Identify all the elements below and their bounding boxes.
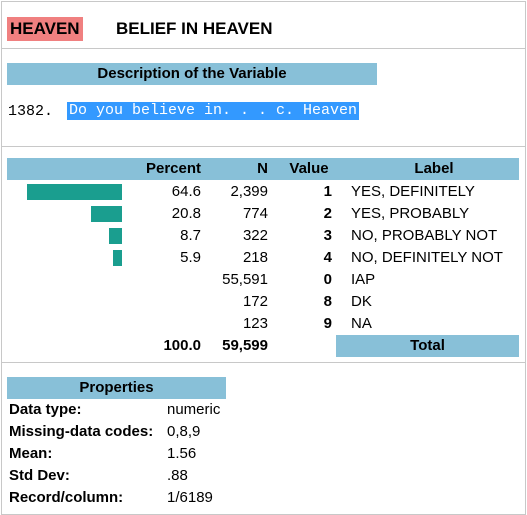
- n-cell: 218: [242, 249, 268, 266]
- divider: [1, 146, 526, 147]
- n-cell: 55,591: [222, 271, 268, 288]
- n-cell: 2,399: [230, 183, 268, 200]
- property-value: 0,8,9: [167, 423, 201, 440]
- label-cell: YES, PROBABLY: [351, 205, 470, 222]
- value-cell: 0: [323, 271, 332, 288]
- total-label: Total: [336, 335, 519, 357]
- header-value: Value: [289, 160, 329, 177]
- description-heading: Description of the Variable: [7, 63, 377, 85]
- property-label: Std Dev:: [9, 467, 70, 484]
- n-cell: 172: [242, 293, 268, 310]
- property-label: Data type:: [9, 401, 82, 418]
- percent-bar: [109, 228, 122, 244]
- percent-bar: [27, 184, 122, 200]
- n-cell: 123: [242, 315, 268, 332]
- variable-tag: HEAVEN: [7, 17, 83, 41]
- total-percent: 100.0: [163, 337, 201, 354]
- header-label: Label: [414, 160, 454, 177]
- property-value: numeric: [167, 401, 221, 418]
- property-value: 1.56: [167, 445, 197, 462]
- label-cell: NA: [351, 315, 372, 332]
- property-label: Record/column:: [9, 489, 124, 506]
- n-cell: 322: [242, 227, 268, 244]
- value-cell: 9: [323, 315, 332, 332]
- percent-cell: 5.9: [180, 249, 201, 266]
- value-cell: 3: [323, 227, 332, 244]
- percent-cell: 20.8: [171, 205, 201, 222]
- label-cell: NO, DEFINITELY NOT: [351, 249, 503, 266]
- percent-bar: [91, 206, 122, 222]
- table-header-band: [7, 158, 519, 180]
- property-label: Mean:: [9, 445, 53, 462]
- label-cell: YES, DEFINITELY: [351, 183, 475, 200]
- label-cell: NO, PROBABLY NOT: [351, 227, 498, 244]
- property-value: .88: [167, 467, 188, 484]
- divider: [1, 48, 526, 49]
- divider: [1, 362, 526, 363]
- question-number: 1382.: [8, 103, 54, 120]
- value-cell: 2: [323, 205, 332, 222]
- property-value: 1/6189: [167, 489, 213, 506]
- property-label: Missing-data codes:: [9, 423, 154, 440]
- variable-title: BELIEF IN HEAVEN: [116, 19, 273, 38]
- value-cell: 4: [323, 249, 332, 266]
- label-cell: DK: [351, 293, 372, 310]
- percent-cell: 8.7: [180, 227, 201, 244]
- label-cell: IAP: [351, 271, 376, 288]
- percent-cell: 64.6: [171, 183, 201, 200]
- percent-bar: [113, 250, 122, 266]
- total-n: 59,599: [222, 337, 268, 354]
- n-cell: 774: [242, 205, 268, 222]
- properties-heading: Properties: [7, 377, 226, 399]
- value-cell: 1: [323, 183, 332, 200]
- question-text: Do you believe in. . . c. Heaven: [67, 102, 360, 120]
- header-percent: Percent: [145, 160, 201, 177]
- value-cell: 8: [323, 293, 332, 310]
- header-n: N: [257, 160, 268, 177]
